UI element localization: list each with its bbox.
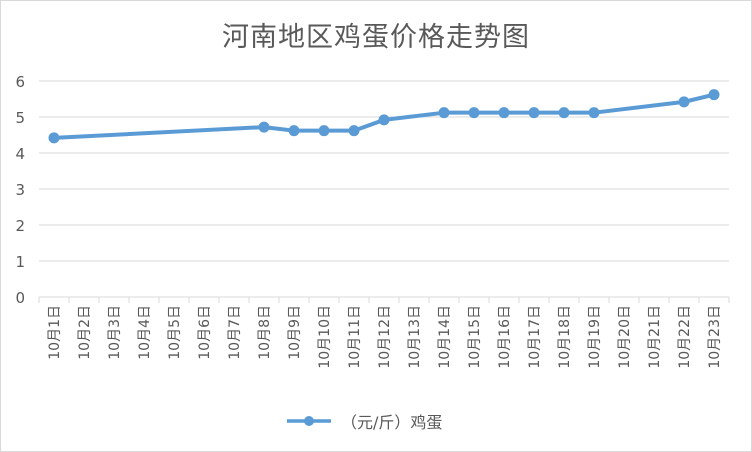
x-axis-ticks: 10月1日 10月2日 10月3日 10月4日 10月5日 10月6日 10月7日 10月8日… xyxy=(47,305,723,369)
x-tick-label: 10月19日 xyxy=(587,305,603,369)
y-tick-label: 1 xyxy=(15,253,25,271)
y-axis-ticks: 0 1 2 3 4 5 6 xyxy=(15,73,25,307)
data-point xyxy=(468,107,480,119)
x-tick-label: 10月22日 xyxy=(677,305,693,369)
x-tick-label: 10月12日 xyxy=(377,305,393,369)
data-point xyxy=(708,89,720,101)
y-tick-label: 3 xyxy=(15,181,25,199)
data-point xyxy=(318,125,330,137)
y-tick-label: 5 xyxy=(15,109,25,127)
y-tick-label: 0 xyxy=(15,289,25,307)
x-tick-label: 10月16日 xyxy=(497,305,513,369)
data-point xyxy=(48,132,60,144)
x-tick-label: 10月8日 xyxy=(257,305,273,360)
y-tick-label: 2 xyxy=(15,217,25,235)
series-layer xyxy=(48,89,720,144)
data-point xyxy=(528,107,540,119)
x-tick-label: 10月6日 xyxy=(197,305,213,360)
y-tick-label: 6 xyxy=(15,73,25,91)
data-point xyxy=(438,107,450,119)
x-tick-label: 10月20日 xyxy=(617,305,633,369)
x-tick-label: 10月9日 xyxy=(287,305,303,360)
x-tick-label: 10月2日 xyxy=(77,305,93,360)
legend-swatch xyxy=(287,416,331,426)
legend: （元/斤）鸡蛋 xyxy=(285,407,442,435)
chart-title: 河南地区鸡蛋价格走势图 xyxy=(222,22,530,53)
x-tick-label: 10月11日 xyxy=(347,305,363,369)
data-point xyxy=(498,107,510,119)
x-tick-label: 10月14日 xyxy=(437,305,453,369)
x-tick-label: 10月15日 xyxy=(467,305,483,369)
x-tick-label: 10月10日 xyxy=(317,305,333,369)
y-tick-label: 4 xyxy=(15,145,25,163)
x-tick-label: 10月3日 xyxy=(107,305,123,360)
data-point xyxy=(678,96,690,108)
x-tick-label: 10月17日 xyxy=(527,305,543,369)
data-point xyxy=(348,125,360,137)
data-point xyxy=(588,107,600,119)
data-point xyxy=(288,125,300,137)
data-point xyxy=(378,114,390,126)
data-point xyxy=(558,107,570,119)
x-tick-label: 10月5日 xyxy=(167,305,183,360)
gridlines xyxy=(38,80,730,303)
x-tick-label: 10月4日 xyxy=(137,305,153,360)
data-point xyxy=(258,121,270,133)
x-tick-label: 10月21日 xyxy=(647,305,663,369)
x-tick-label: 10月13日 xyxy=(407,305,423,369)
x-tick-label: 10月23日 xyxy=(707,305,723,369)
x-tick-label: 10月7日 xyxy=(227,305,243,360)
legend-label: （元/斤）鸡蛋 xyxy=(341,413,443,432)
x-tick-label: 10月18日 xyxy=(557,305,573,369)
x-tick-label: 10月1日 xyxy=(47,305,63,360)
